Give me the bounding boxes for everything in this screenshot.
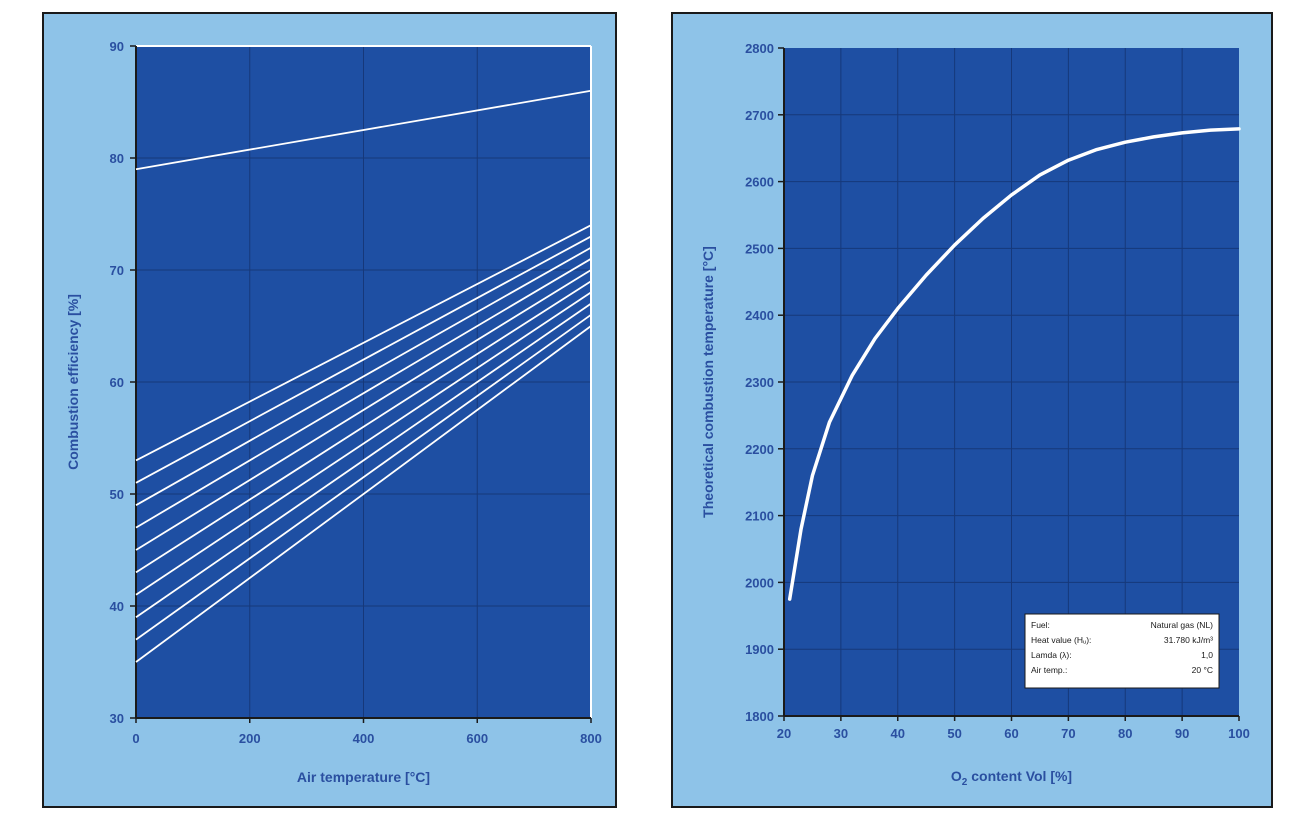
series-line-8 <box>135 291 592 596</box>
y-tick-label: 2400 <box>745 308 774 323</box>
series-line-9 <box>135 302 592 618</box>
x-axis-title: Air temperature [°C] <box>297 769 430 785</box>
right-chart-panel: 20 30 40 50 60 70 80 90 100 1800 1900 2000 2100 2200 2… <box>671 12 1273 808</box>
legend-row-value: 31.780 kJ/m³ <box>1164 635 1213 645</box>
y-tick-label: 2500 <box>745 241 774 256</box>
x-tick-label: 600 <box>466 731 488 746</box>
y-tick-label: 1800 <box>745 709 774 724</box>
series-line-1 <box>787 127 1241 601</box>
y-tick-label: 2000 <box>745 575 774 590</box>
y-tick-label: 90 <box>110 39 124 54</box>
legend-row-value: Natural gas (NL) <box>1151 620 1214 630</box>
legend-row-label: Heat value (Hᵤ): <box>1031 635 1091 645</box>
series-line-1 <box>135 89 592 171</box>
legend-row-value: 1,0 <box>1201 650 1213 660</box>
y-tick-label: 1900 <box>745 642 774 657</box>
series-line-11 <box>135 325 592 663</box>
series-line-10 <box>135 314 592 641</box>
series-line-5 <box>135 258 592 529</box>
x-tick-label: 80 <box>1118 726 1132 741</box>
x-tick-label: 400 <box>353 731 375 746</box>
y-tick-label: 60 <box>110 375 124 390</box>
x-tick-label: 90 <box>1175 726 1189 741</box>
combustion-temperature-chart: 20 30 40 50 60 70 80 90 100 1800 1900 2000 2100 2200 2… <box>700 41 1250 788</box>
x-tick-label: 60 <box>1004 726 1018 741</box>
series-line-6 <box>135 269 592 551</box>
x-tick-label: 0 <box>132 731 139 746</box>
series-line-2 <box>135 224 592 462</box>
series-line-7 <box>135 280 592 574</box>
y-tick-label: 80 <box>110 151 124 166</box>
y-tick-label: 2600 <box>745 175 774 190</box>
y-tick-label: 40 <box>110 599 124 614</box>
y-tick-label: 50 <box>110 487 124 502</box>
y-tick-label: 2100 <box>745 509 774 524</box>
y-tick-label: 2200 <box>745 442 774 457</box>
legend-row-label: Lamda (λ): <box>1031 650 1072 660</box>
x-tick-label: 20 <box>777 726 791 741</box>
y-tick-label: 30 <box>110 711 124 726</box>
x-tick-label: 100 <box>1228 726 1250 741</box>
y-tick-label: 2800 <box>745 41 774 56</box>
x-tick-label: 30 <box>834 726 848 741</box>
y-tick-label: 2300 <box>745 375 774 390</box>
legend-row-value: 20 °C <box>1192 665 1213 675</box>
legend-row-label: Fuel: <box>1031 620 1050 630</box>
series-line-3 <box>135 235 592 484</box>
combustion-efficiency-chart: 0 200 400 600 800 30 40 50 60 70 80 90 Air temperatu… <box>65 39 602 785</box>
x-axis-title: O2 content Vol [%] <box>951 768 1072 788</box>
series-line-4 <box>135 246 592 506</box>
y-axis-title: Combustion efficiency [%] <box>65 294 81 470</box>
y-axis-title: Theoretical combustion temperature [°C] <box>700 246 716 518</box>
y-tick-label: 70 <box>110 263 124 278</box>
x-tick-label: 800 <box>580 731 602 746</box>
x-tick-label: 200 <box>239 731 261 746</box>
y-tick-label: 2700 <box>745 108 774 123</box>
x-tick-label: 50 <box>947 726 961 741</box>
x-tick-label: 70 <box>1061 726 1075 741</box>
legend-box <box>1024 613 1220 689</box>
left-chart-panel: 0 200 400 600 800 30 40 50 60 70 80 90 Air temperatu… <box>42 12 617 808</box>
legend-row-label: Air temp.: <box>1031 665 1067 675</box>
x-tick-label: 40 <box>891 726 905 741</box>
